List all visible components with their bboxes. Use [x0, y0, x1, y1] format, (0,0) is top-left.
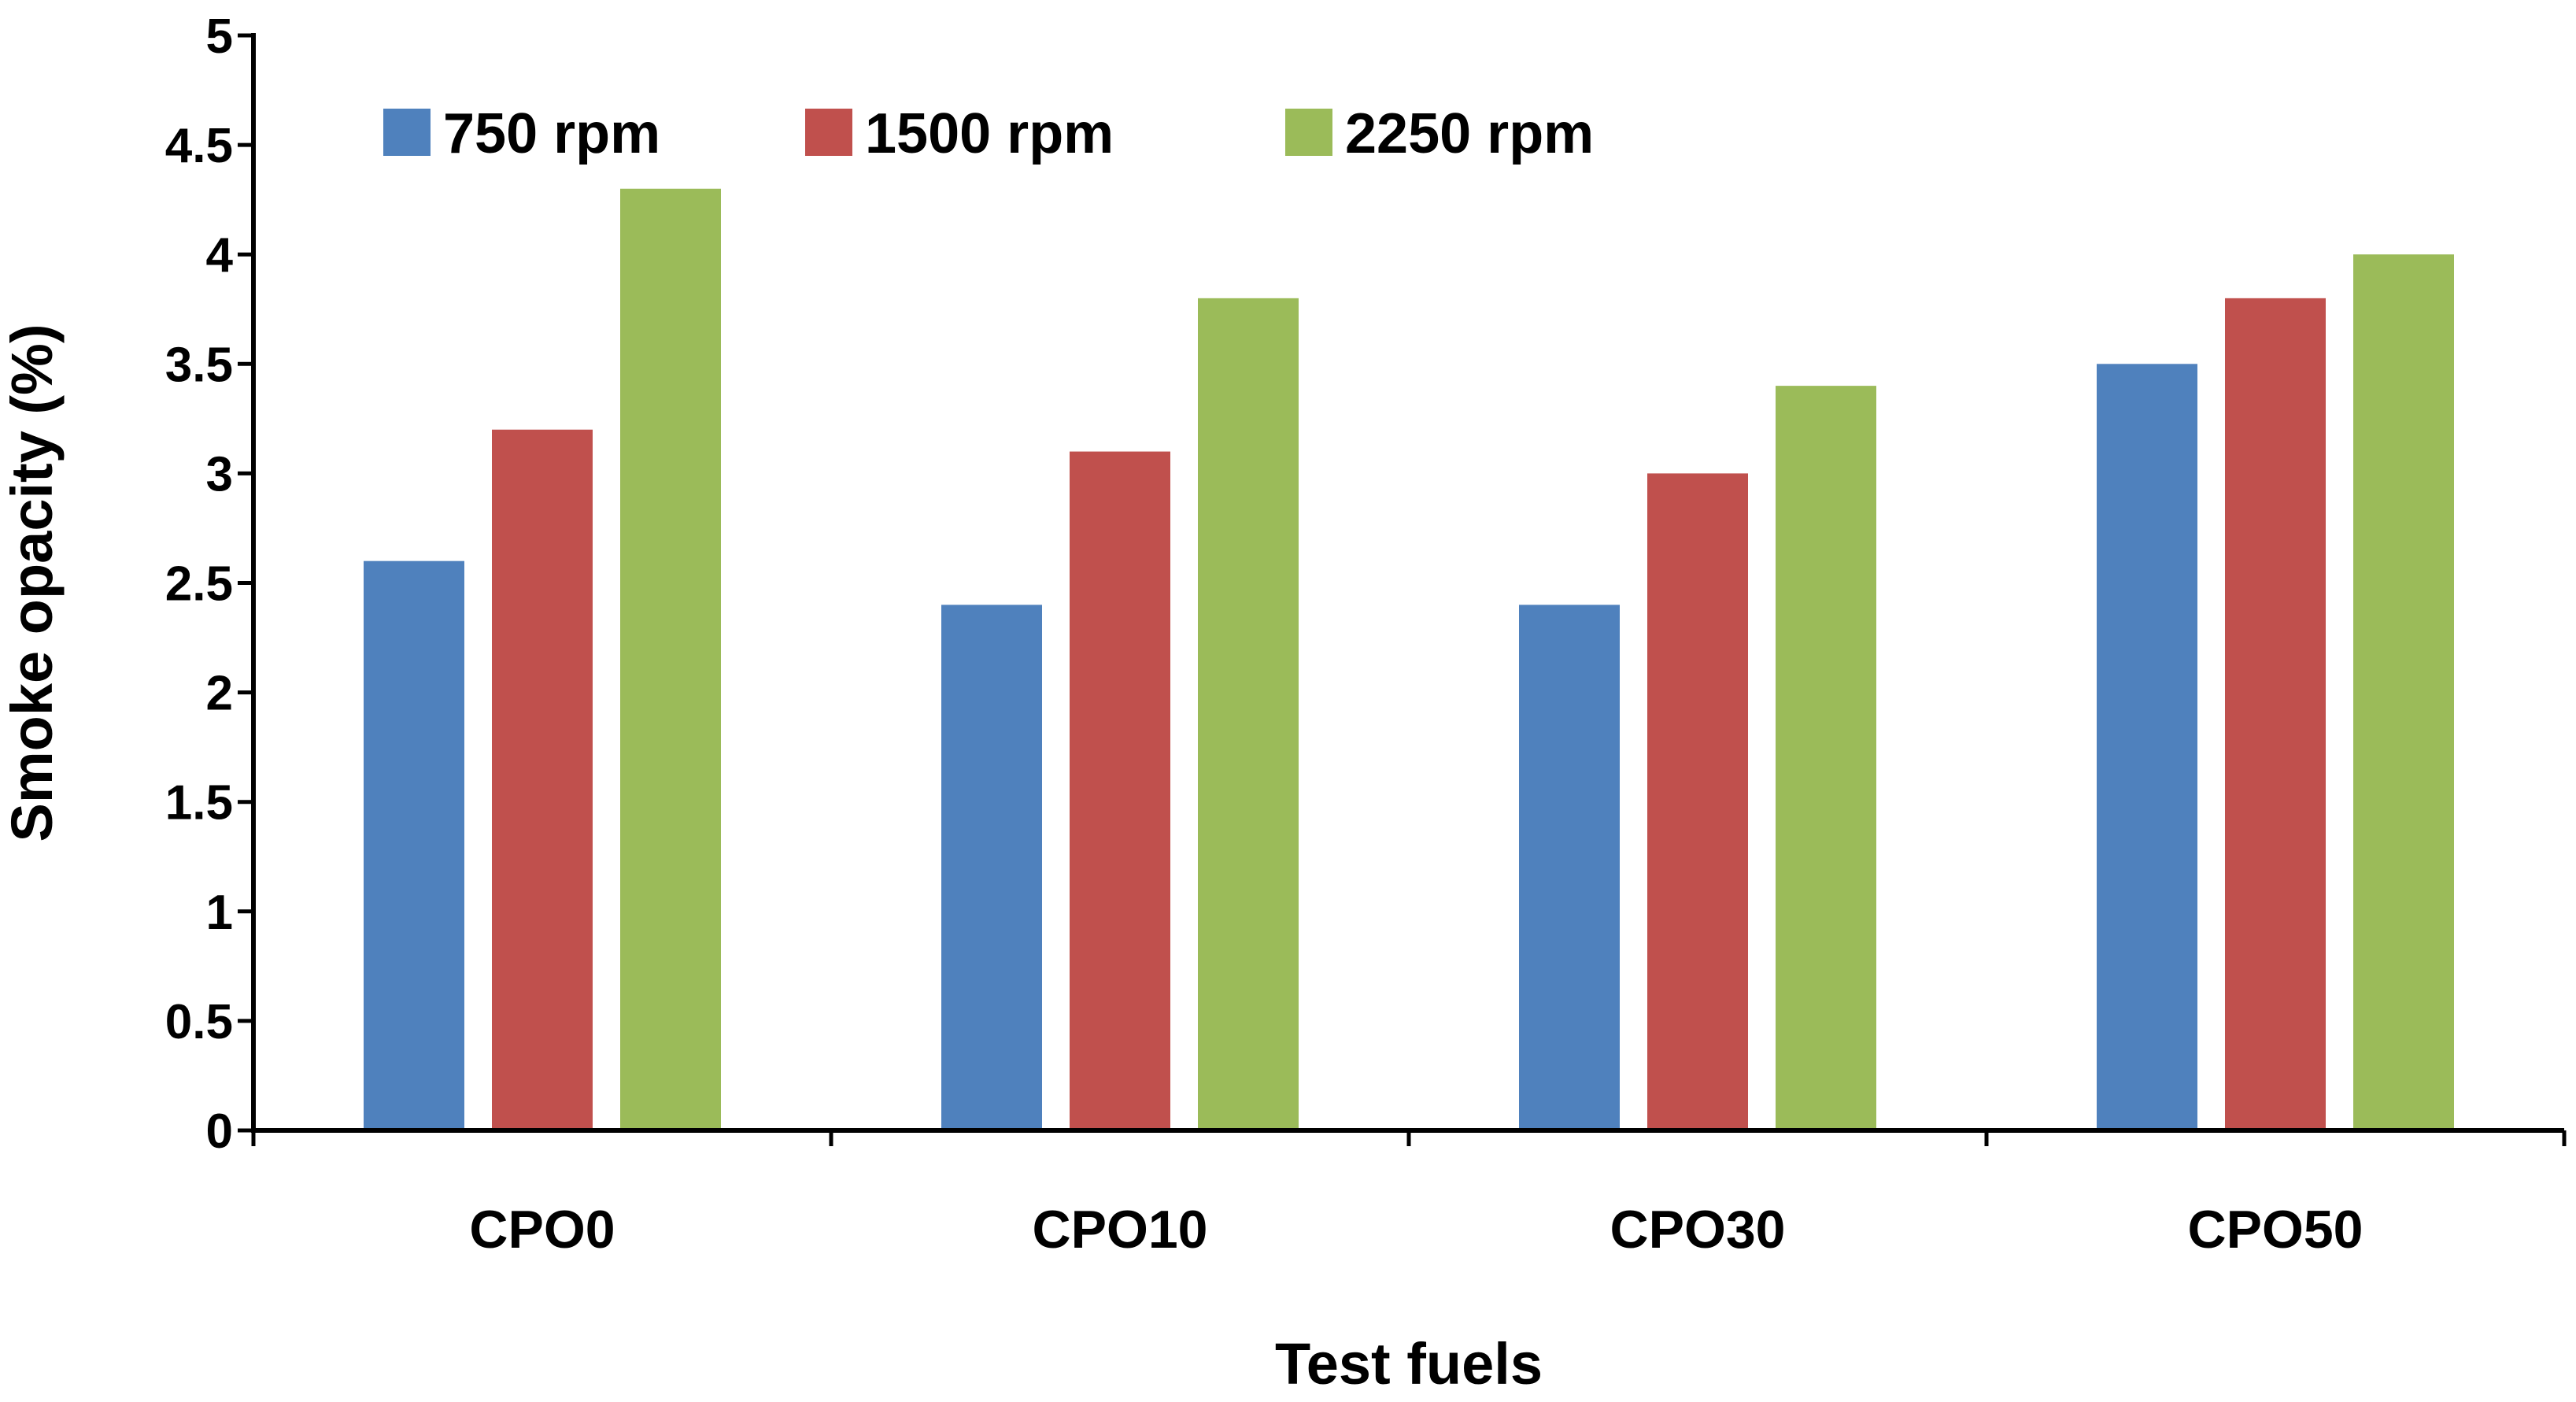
bar-cpo10-1500-rpm: [1070, 451, 1170, 1130]
bar-cpo30-2250-rpm: [1776, 386, 1876, 1130]
x-category-label: CPO0: [469, 1200, 615, 1260]
legend-swatch: [805, 109, 852, 156]
legend-label: 750 rpm: [443, 102, 660, 165]
bar-cpo50-750-rpm: [2097, 364, 2197, 1130]
bar-cpo30-1500-rpm: [1647, 473, 1748, 1130]
y-tick-label: 5: [206, 9, 233, 64]
y-tick-label: 4: [206, 228, 234, 283]
y-tick-label: 4.5: [165, 119, 233, 173]
x-ticks: CPO0 CPO10 CPO30 CPO50: [251, 1130, 2567, 1260]
y-tick-label: 0: [206, 1104, 233, 1159]
y-tick-label: 3.5: [165, 338, 233, 392]
legend-swatch: [383, 109, 431, 156]
bar-cpo10-2250-rpm: [1198, 298, 1299, 1131]
bar-cpo30-750-rpm: [1519, 605, 1620, 1130]
y-axis-title: Smoke opacity (%): [0, 324, 65, 842]
y-tick-label: 3: [206, 447, 233, 501]
x-axis-title: Test fuels: [1275, 1331, 1543, 1396]
y-tick-label: 2.5: [165, 557, 233, 612]
legend-swatch: [1285, 109, 1332, 156]
legend-label: 2250 rpm: [1345, 102, 1594, 165]
bar-cpo0-1500-rpm: [492, 429, 593, 1130]
y-tick-label: 0.5: [165, 995, 233, 1049]
bar-cpo50-2250-rpm: [2353, 254, 2454, 1131]
bar-cpo0-2250-rpm: [620, 188, 721, 1131]
y-tick-label: 1.5: [165, 776, 233, 830]
x-category-label: CPO50: [2188, 1200, 2363, 1260]
bar-cpo0-750-rpm: [364, 560, 464, 1130]
bar-cpo10-750-rpm: [941, 605, 1042, 1130]
y-ticks: 0 0.5 1 1.5 2 2.5 3 3.5 4 4.5 5: [165, 9, 253, 1159]
x-category-label: CPO10: [1033, 1200, 1208, 1260]
bars-layer: [364, 188, 2454, 1131]
legend-label: 1500 rpm: [865, 102, 1114, 165]
x-category-label: CPO30: [1610, 1200, 1786, 1260]
bar-cpo50-1500-rpm: [2225, 298, 2326, 1131]
y-tick-label: 1: [206, 886, 233, 940]
axes-layer: [251, 33, 2564, 1133]
legend: 750 rpm 1500 rpm 2250 rpm: [383, 102, 1594, 165]
y-tick-label: 2: [206, 667, 233, 721]
